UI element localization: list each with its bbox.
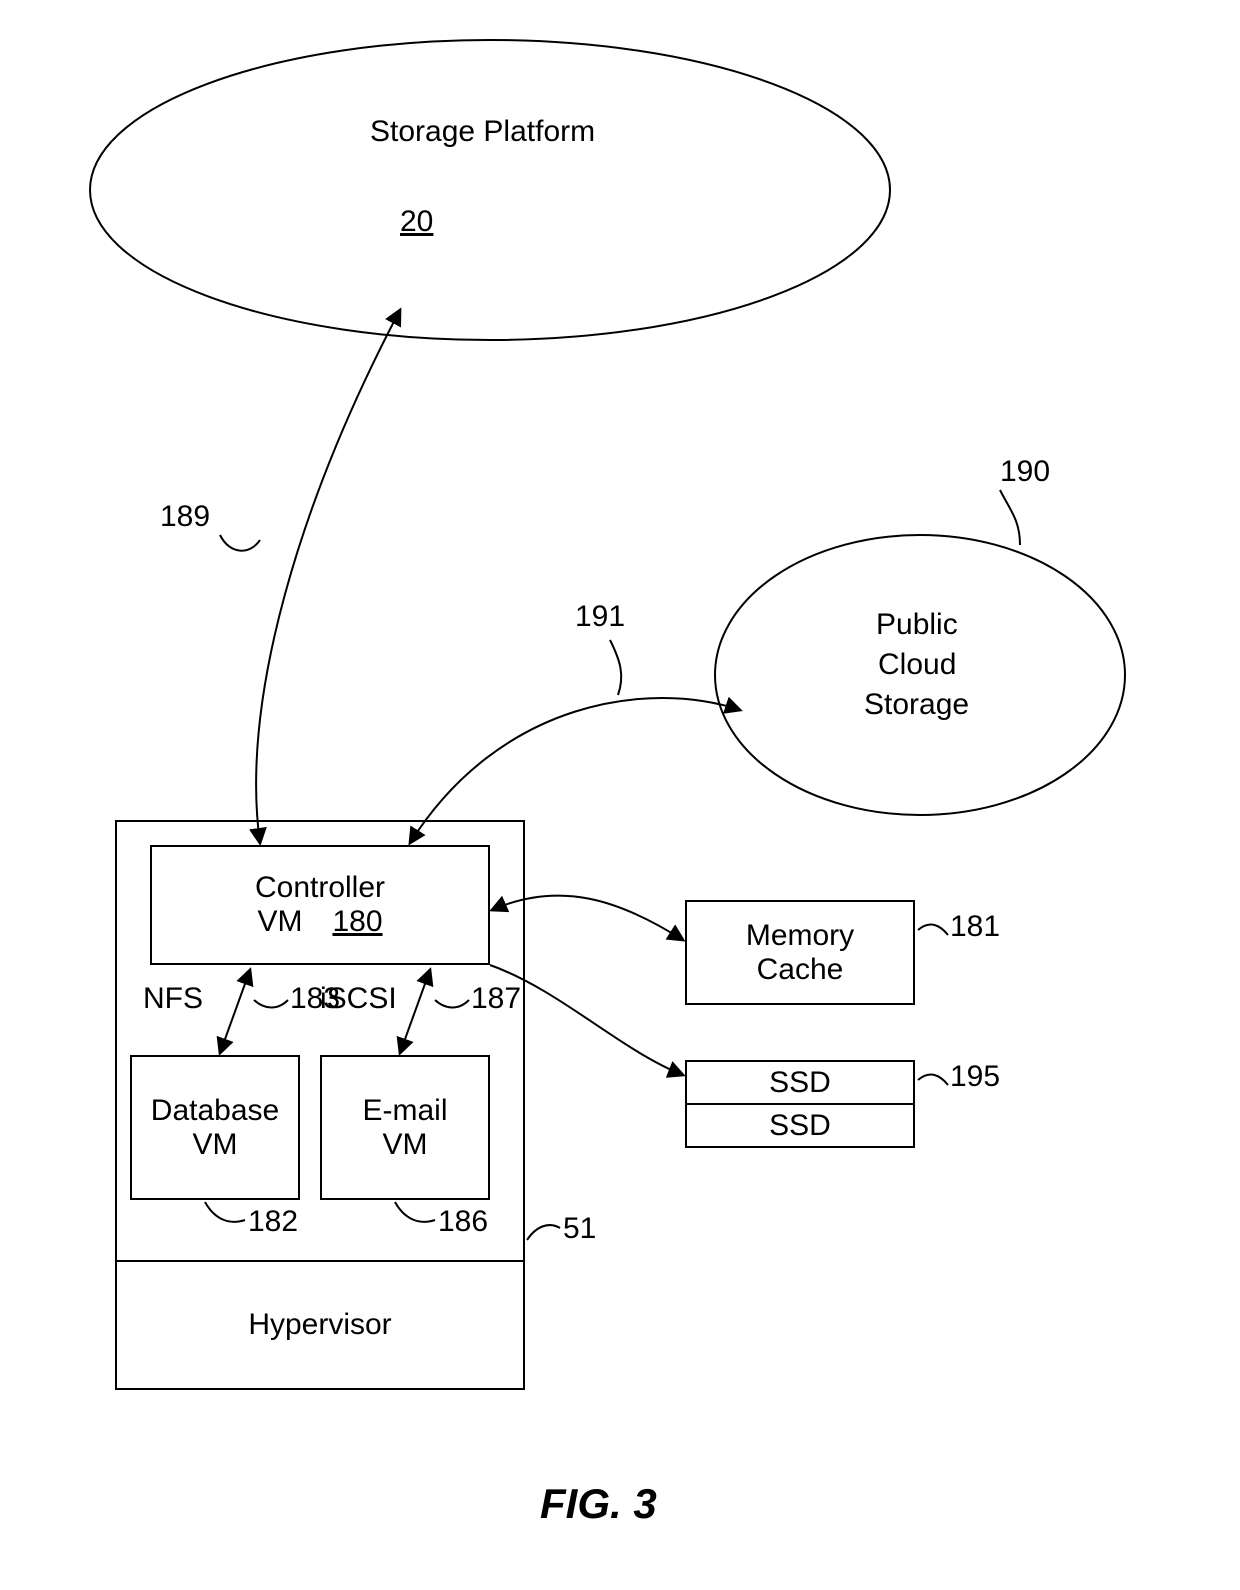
hypervisor-box: Hypervisor bbox=[115, 1260, 525, 1390]
storage-platform-ellipse bbox=[90, 40, 890, 340]
iscsi-label: iSCSI bbox=[320, 982, 397, 1016]
ref-191: 191 bbox=[575, 600, 625, 634]
leader-191 bbox=[610, 640, 621, 695]
leader-51 bbox=[527, 1225, 560, 1240]
email-vm-label-2: VM bbox=[383, 1128, 428, 1162]
email-vm-label-1: E-mail bbox=[362, 1094, 447, 1128]
leader-181 bbox=[918, 925, 948, 935]
database-vm-label-1: Database bbox=[151, 1094, 279, 1128]
memory-cache-label-2: Cache bbox=[757, 953, 844, 987]
ref-20: 20 bbox=[400, 205, 433, 239]
ref-182: 182 bbox=[248, 1205, 298, 1239]
leader-195 bbox=[918, 1075, 948, 1085]
email-vm-box: E-mail VM bbox=[320, 1055, 490, 1200]
ref-51: 51 bbox=[563, 1212, 596, 1246]
controller-vm-label-1: Controller bbox=[255, 871, 385, 905]
ssd-top-label: SSD bbox=[769, 1066, 831, 1100]
database-vm-label-2: VM bbox=[193, 1128, 238, 1162]
public-cloud-label-3: Storage bbox=[864, 688, 969, 722]
ref-181: 181 bbox=[950, 910, 1000, 944]
controller-vm-box: Controller VM 180 bbox=[150, 845, 490, 965]
ssd-top-box: SSD bbox=[685, 1060, 915, 1105]
memory-cache-label-1: Memory bbox=[746, 919, 854, 953]
leader-190 bbox=[1000, 490, 1020, 545]
ref-189: 189 bbox=[160, 500, 210, 534]
ssd-bottom-box: SSD bbox=[685, 1103, 915, 1148]
hypervisor-label: Hypervisor bbox=[248, 1308, 391, 1342]
ref-195: 195 bbox=[950, 1060, 1000, 1094]
leader-189 bbox=[220, 535, 260, 551]
diagram-canvas: Storage Platform 20 Public Cloud Storage… bbox=[0, 0, 1240, 1590]
memory-cache-box: Memory Cache bbox=[685, 900, 915, 1005]
edge-189 bbox=[256, 310, 400, 843]
nfs-label: NFS bbox=[143, 982, 203, 1016]
storage-platform-label: Storage Platform bbox=[370, 115, 595, 149]
ssd-bottom-label: SSD bbox=[769, 1109, 831, 1143]
figure-caption: FIG. 3 bbox=[540, 1480, 657, 1528]
controller-vm-label-2: VM bbox=[257, 905, 302, 939]
public-cloud-label-2: Cloud bbox=[878, 648, 956, 682]
ref-187: 187 bbox=[471, 982, 521, 1016]
database-vm-box: Database VM bbox=[130, 1055, 300, 1200]
ref-190: 190 bbox=[1000, 455, 1050, 489]
public-cloud-label-1: Public bbox=[876, 608, 958, 642]
ref-180: 180 bbox=[332, 905, 382, 939]
ref-186: 186 bbox=[438, 1205, 488, 1239]
